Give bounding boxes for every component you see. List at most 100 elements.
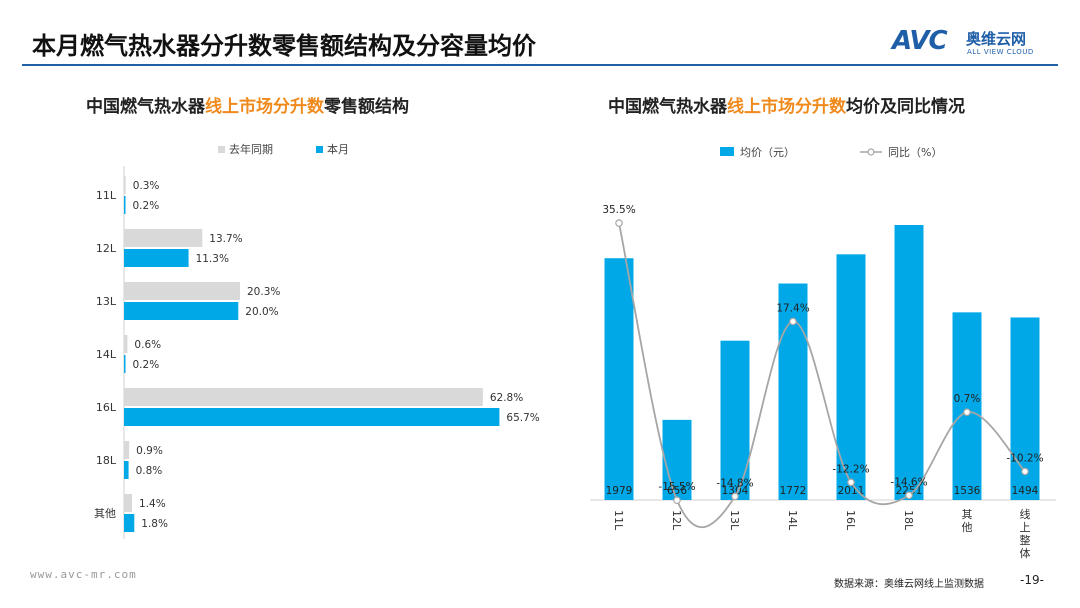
bar-current [124,461,129,479]
logo-en-text: ALL VIEW CLOUD [967,48,1034,56]
left-title-part-1: 中国燃气热水器 [86,97,205,117]
right-title-part-1: 中国燃气热水器 [608,97,727,117]
bar-current [124,514,135,532]
left-category-label: 18L [96,454,117,467]
bar-label-last-year: 62.8% [490,392,523,404]
price-bar [604,258,634,500]
left-legend: 去年同期 本月 [218,142,349,156]
bar-label-last-year: 13.7% [209,233,242,245]
bar-label-current: 0.2% [133,200,160,212]
price-bar [662,419,692,500]
left-title-highlight: 线上市场分升数 [205,97,324,117]
bar-last-year [124,176,126,194]
price-bar-label: 1304 [722,485,749,497]
bar-label-last-year: 0.6% [134,339,161,351]
left-category-label: 其他 [94,507,116,520]
logo-mark: AVC [892,26,948,56]
bar-label-current: 11.3% [196,253,229,265]
left-category-label: 12L [96,242,117,255]
right-legend: 均价（元） 同比（%） [720,146,942,159]
price-bar-label: 1979 [606,485,633,497]
bar-last-year [124,335,128,353]
bar-label-current: 20.0% [245,306,278,318]
right-category-label: 16L [844,510,857,531]
bar-current [124,249,189,267]
data-source-text: 数据来源：奥维云网线上监测数据 [834,579,984,590]
bar-last-year [124,441,130,459]
bar-current [124,408,500,426]
left-category-label: 16L [96,401,117,414]
yoy-point [1021,467,1029,476]
yoy-point [905,491,913,500]
left-chart-title: 中国燃气热水器线上市场分升数零售额结构 [86,92,409,117]
price-bar-label: 1536 [954,485,981,497]
right-title-part-2: 均价及同比情况 [846,97,965,117]
bar-label-last-year: 0.9% [136,445,163,457]
left-category-label: 13L [96,295,117,308]
bar-last-year [124,494,132,512]
yoy-label: 35.5% [602,204,635,216]
right-category-label: 14L [786,510,799,531]
page-title: 本月燃气热水器分升数零售额结构及分容量均价 [32,32,536,60]
price-bar [720,340,750,500]
yoy-label: -10.2% [1006,452,1043,464]
price-bar [778,283,808,500]
yoy-point [673,496,681,505]
right-title-highlight: 线上市场分升数 [727,97,846,117]
logo-cn-text: 奥维云网 [966,30,1027,48]
legend-swatch-price [720,147,734,156]
right-chart-title: 中国燃气热水器线上市场分升数均价及同比情况 [608,92,965,117]
bar-label-current: 65.7% [506,412,539,424]
legend-label-yoy: 同比（%） [888,146,942,159]
price-bar-label: 2011 [838,485,865,497]
yoy-label: 17.4% [776,302,809,314]
left-category-label: 11L [96,189,117,202]
legend-marker-yoy [867,148,875,156]
title-divider [22,64,1058,66]
avc-logo: AVC 奥维云网 ALL VIEW CLOUD [892,26,1062,60]
yoy-point [731,492,739,501]
bar-current [124,196,126,214]
bar-current [124,355,126,373]
yoy-label: -14.6% [890,476,927,488]
left-bar-chart: 去年同期 本月 11L 0.3% 0.2% 12L 13.7% 11.3% 13L 20.3% 20… [94,142,540,539]
price-bar [952,312,982,500]
right-category-label: 12L [670,510,683,531]
right-category-label: 11L [612,510,625,531]
bar-label-current: 1.8% [141,518,168,530]
left-title-part-2: 零售额结构 [324,97,409,117]
legend-label-last-year: 去年同期 [229,142,273,156]
yoy-point [789,317,797,326]
bar-last-year [124,282,240,300]
legend-swatch-last-year [218,146,225,153]
bar-current [124,302,239,320]
yoy-label: -15.5% [658,481,695,493]
yoy-label: -12.2% [832,463,869,475]
bar-last-year [124,388,483,406]
right-category-label: 其他 [962,508,973,534]
legend-label-price: 均价（元） [740,146,795,159]
right-category-label: 13L [728,510,741,531]
yoy-point [847,478,855,487]
yoy-label: -14.8% [716,477,753,489]
right-category-label: 线上整体 [1020,507,1031,560]
bar-label-last-year: 1.4% [139,498,166,510]
bar-last-year [124,229,203,247]
right-combo-chart: 均价（元） 同比（%）197911L65612L130413L177214L201… [590,146,1056,560]
price-bar-label: 1494 [1012,485,1039,497]
legend-label-current: 本月 [327,142,349,156]
left-category-label: 14L [96,348,117,361]
bar-label-current: 0.8% [136,465,163,477]
website-text: www.avc-mr.com [30,568,137,581]
bar-label-last-year: 0.3% [133,180,160,192]
yoy-point [615,219,623,227]
bar-label-current: 0.2% [133,359,160,371]
yoy-label: 0.7% [954,393,981,405]
bar-label-last-year: 20.3% [247,286,280,298]
price-bar [894,225,924,500]
yoy-point [963,408,971,416]
right-category-label: 18L [902,510,915,531]
price-bar-label: 1772 [780,485,807,497]
legend-swatch-current [316,146,323,153]
page-number: -19- [1020,573,1044,587]
